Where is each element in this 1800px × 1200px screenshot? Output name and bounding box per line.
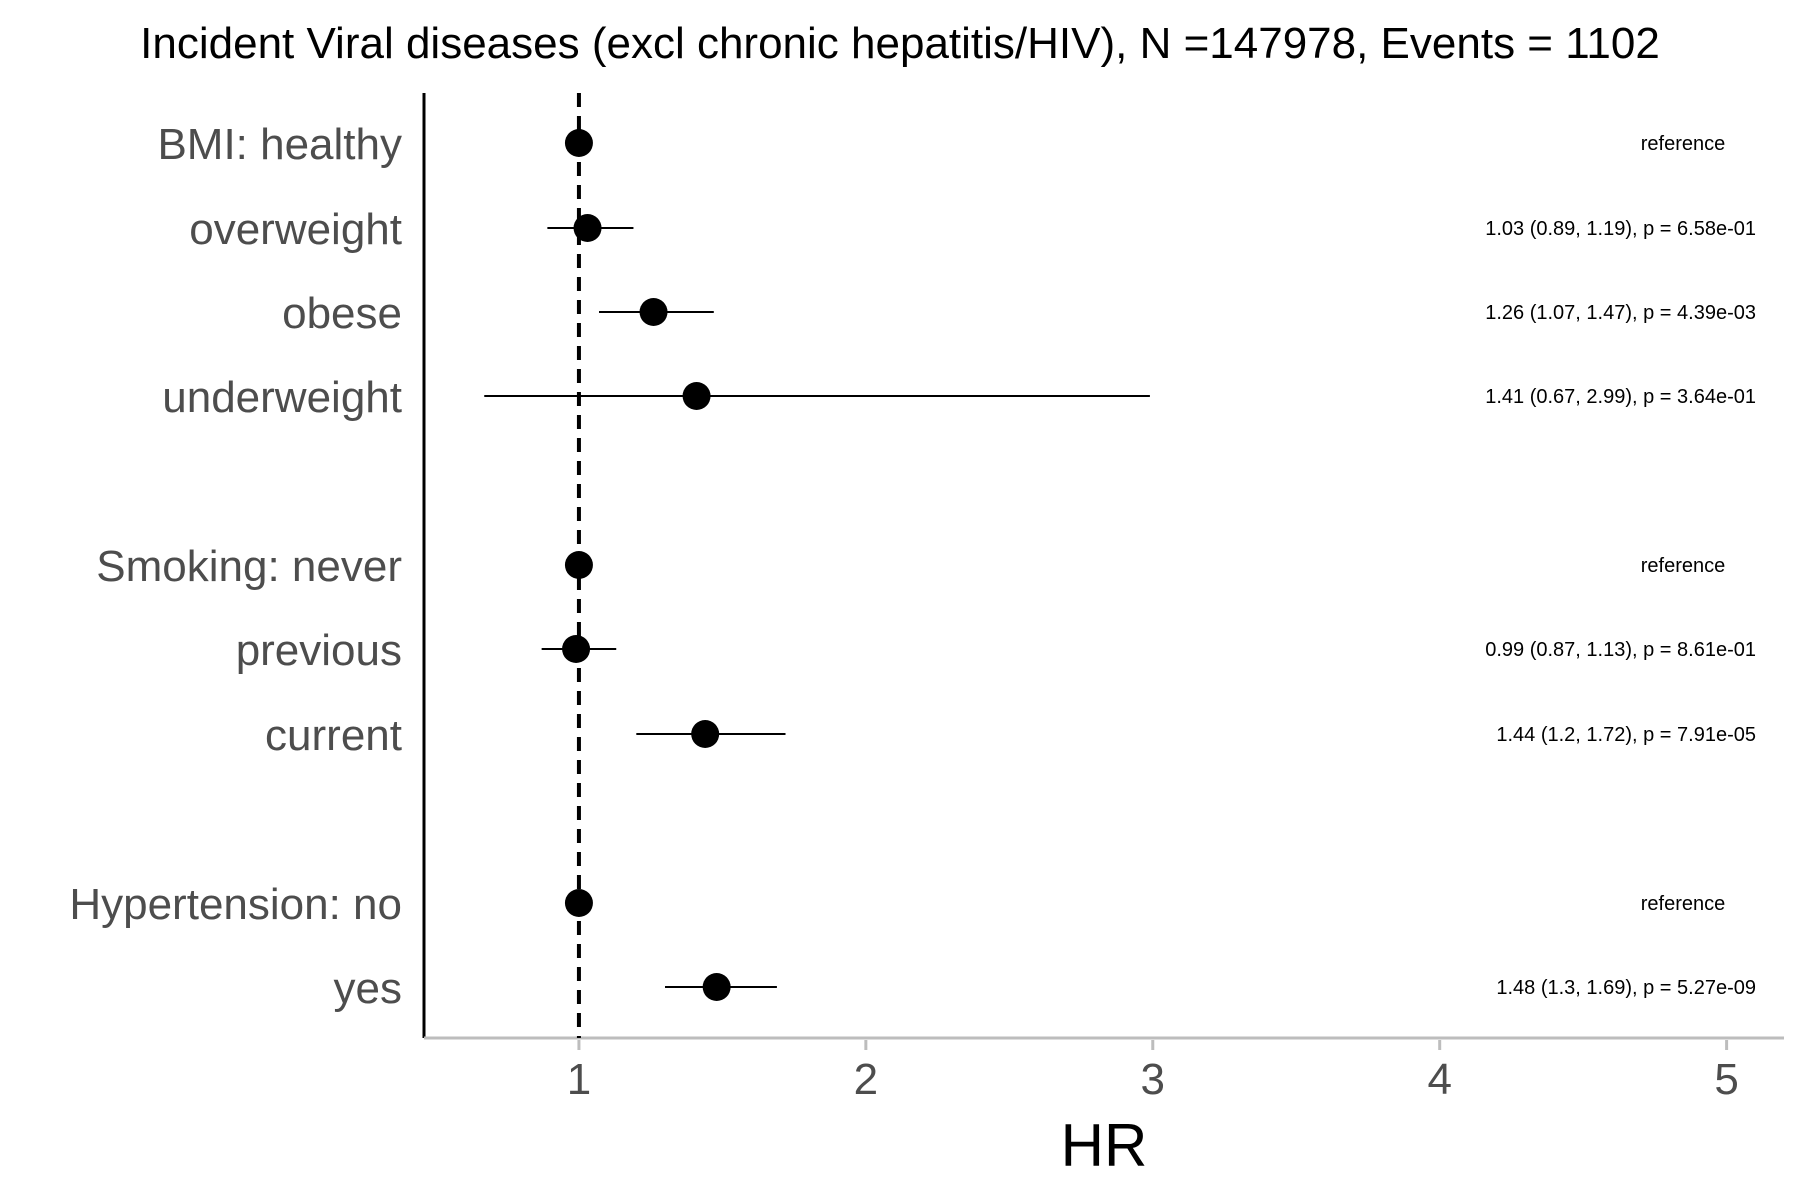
estimate-label: 1.26 (1.07, 1.47), p = 4.39e-03: [1485, 302, 1756, 324]
x-tick-label: 1: [567, 1055, 591, 1104]
estimate-label: 1.03 (0.89, 1.19), p = 6.58e-01: [1485, 218, 1756, 240]
hr-point: [564, 551, 593, 579]
x-tick-label: 4: [1427, 1055, 1451, 1104]
estimate-label: 1.44 (1.2, 1.72), p = 7.91e-05: [1496, 724, 1756, 746]
hr-point: [682, 382, 711, 410]
row-label: Hypertension: no: [69, 880, 402, 929]
row-label: previous: [236, 626, 402, 675]
hr-point: [564, 889, 593, 917]
estimate-label: 1.41 (0.67, 2.99), p = 3.64e-01: [1485, 386, 1756, 408]
x-axis-title: HR: [1061, 1112, 1148, 1179]
hr-point: [573, 214, 602, 242]
row-label: overweight: [189, 205, 402, 254]
x-tick-label: 5: [1714, 1055, 1738, 1104]
x-axis-ticks: 1 2 3 4 5: [567, 1040, 1739, 1104]
hr-point: [691, 720, 720, 748]
x-tick-label: 3: [1141, 1055, 1165, 1104]
row-label: underweight: [162, 373, 402, 422]
hr-point: [639, 298, 668, 326]
row-label: current: [265, 711, 402, 760]
hr-point: [702, 973, 731, 1001]
chart-title: Incident Viral diseases (excl chronic he…: [140, 19, 1660, 68]
hr-point: [564, 129, 593, 157]
row-label: yes: [334, 964, 402, 1013]
estimate-label: reference: [1641, 133, 1726, 155]
estimate-label: reference: [1641, 555, 1726, 577]
row-label: Smoking: never: [96, 542, 402, 591]
estimate-label: 0.99 (0.87, 1.13), p = 8.61e-01: [1485, 639, 1756, 661]
estimate-label: reference: [1641, 893, 1726, 915]
hr-point: [562, 635, 591, 663]
x-tick-label: 2: [854, 1055, 878, 1104]
row-label: obese: [282, 289, 402, 338]
estimate-label: 1.48 (1.3, 1.69), p = 5.27e-09: [1496, 977, 1756, 999]
row-label: BMI: healthy: [157, 120, 402, 169]
forest-rows: BMI: healthy reference overweight 1.03 (0.8…: [69, 120, 1756, 1013]
